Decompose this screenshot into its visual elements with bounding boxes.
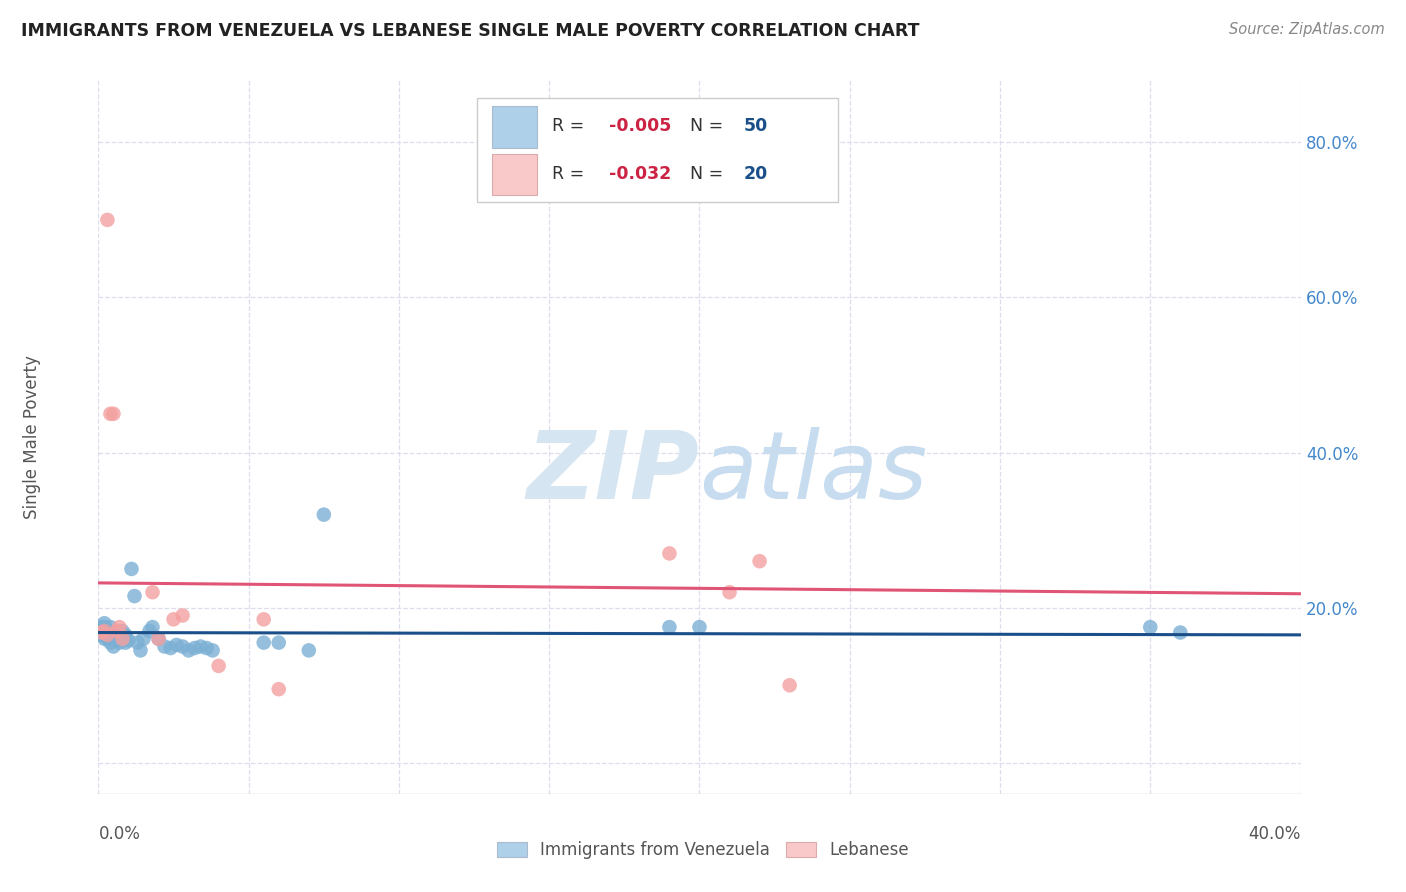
Text: 50: 50 — [744, 117, 768, 135]
FancyBboxPatch shape — [492, 106, 537, 148]
Point — [253, 635, 276, 649]
Point — [96, 628, 118, 642]
Point — [103, 407, 125, 421]
Text: R =: R = — [551, 165, 589, 183]
Point — [141, 585, 163, 599]
FancyBboxPatch shape — [477, 98, 838, 202]
Point — [138, 624, 160, 638]
Point — [93, 632, 115, 646]
Point — [100, 407, 122, 421]
Point — [108, 628, 131, 642]
Point — [108, 635, 131, 649]
Point — [208, 659, 231, 673]
Point — [100, 620, 122, 634]
Text: R =: R = — [551, 117, 589, 135]
Text: ZIP: ZIP — [527, 426, 700, 519]
Point — [93, 616, 115, 631]
Point — [90, 624, 112, 638]
Point — [127, 635, 149, 649]
Point — [148, 632, 170, 646]
Text: -0.005: -0.005 — [609, 117, 672, 135]
Text: Source: ZipAtlas.com: Source: ZipAtlas.com — [1229, 22, 1385, 37]
Point — [172, 640, 194, 654]
Point — [166, 638, 188, 652]
Text: 20: 20 — [744, 165, 768, 183]
Point — [298, 643, 321, 657]
Point — [111, 624, 134, 638]
Point — [111, 632, 134, 646]
Point — [195, 641, 218, 656]
Point — [93, 620, 115, 634]
Legend: Immigrants from Venezuela, Lebanese: Immigrants from Venezuela, Lebanese — [489, 835, 917, 866]
Point — [159, 641, 181, 656]
Text: atlas: atlas — [700, 427, 928, 518]
Point — [103, 640, 125, 654]
Point — [96, 624, 118, 638]
Text: -0.032: -0.032 — [609, 165, 672, 183]
Point — [90, 620, 112, 634]
Point — [96, 213, 118, 227]
Text: Single Male Poverty: Single Male Poverty — [24, 355, 41, 519]
Point — [658, 620, 681, 634]
Point — [93, 624, 115, 638]
Point — [1139, 620, 1161, 634]
Point — [96, 628, 118, 642]
Point — [96, 632, 118, 646]
Text: 0.0%: 0.0% — [98, 825, 141, 843]
Point — [114, 635, 136, 649]
Point — [748, 554, 770, 568]
Point — [177, 643, 200, 657]
Text: 40.0%: 40.0% — [1249, 825, 1301, 843]
Point — [153, 640, 176, 654]
Point — [103, 632, 125, 646]
Point — [90, 628, 112, 642]
Point — [190, 640, 212, 654]
Point — [658, 546, 681, 560]
Point — [689, 620, 711, 634]
Point — [105, 633, 128, 648]
Point — [1170, 625, 1192, 640]
Point — [132, 632, 155, 646]
Text: IMMIGRANTS FROM VENEZUELA VS LEBANESE SINGLE MALE POVERTY CORRELATION CHART: IMMIGRANTS FROM VENEZUELA VS LEBANESE SI… — [21, 22, 920, 40]
Point — [103, 625, 125, 640]
Point — [253, 612, 276, 626]
Point — [90, 625, 112, 640]
FancyBboxPatch shape — [492, 154, 537, 195]
Point — [117, 633, 139, 648]
Point — [267, 682, 290, 697]
Point — [114, 628, 136, 642]
Point — [121, 562, 143, 576]
Text: N =: N = — [690, 117, 728, 135]
Point — [312, 508, 335, 522]
Point — [201, 643, 224, 657]
Point — [93, 628, 115, 642]
Point — [108, 620, 131, 634]
Point — [148, 632, 170, 646]
Point — [100, 628, 122, 642]
Text: N =: N = — [690, 165, 728, 183]
Point — [105, 624, 128, 638]
Point — [105, 625, 128, 640]
Point — [141, 620, 163, 634]
Point — [779, 678, 801, 692]
Point — [124, 589, 146, 603]
Point — [183, 641, 205, 656]
Point — [718, 585, 741, 599]
Point — [129, 643, 152, 657]
Point — [267, 635, 290, 649]
Point — [111, 632, 134, 646]
Point — [172, 608, 194, 623]
Point — [100, 635, 122, 649]
Point — [162, 612, 184, 626]
